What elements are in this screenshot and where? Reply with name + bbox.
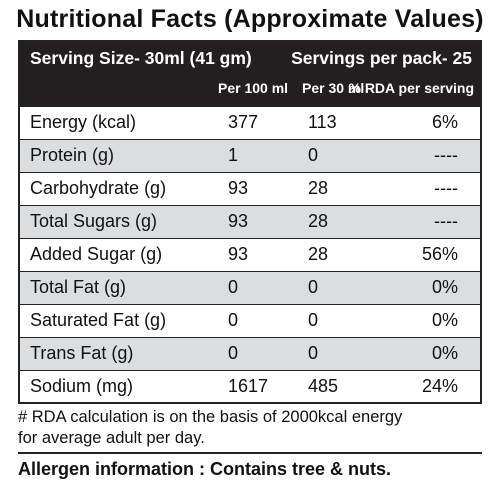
table-row: Carbohydrate (g) 93 28 ---- — [20, 172, 480, 205]
table-row: Sodium (mg) 1617 485 24% — [20, 370, 480, 403]
value-rda: ---- — [434, 145, 458, 165]
footnote-line-2: for average adult per day. — [18, 429, 205, 447]
value-per-30ml: 0 — [308, 343, 319, 363]
value-rda: 6% — [431, 112, 458, 132]
value-rda: ---- — [434, 211, 458, 231]
nutrient-name: Total Sugars (g) — [30, 211, 158, 231]
nutrient-name: Trans Fat (g) — [30, 343, 134, 363]
divider — [18, 452, 482, 454]
value-per-30ml: 0 — [308, 277, 319, 297]
servings-per-pack: Servings per pack- 25 — [291, 48, 472, 68]
value-per-30ml: 0 — [308, 145, 319, 165]
allergen-information: Allergen information : Contains tree & n… — [18, 459, 392, 479]
value-per-100ml: 377 — [228, 112, 259, 132]
value-per-100ml: 93 — [228, 178, 249, 198]
footnote-line-1: # RDA calculation is on the basis of 200… — [18, 408, 403, 426]
value-per-30ml: 28 — [308, 178, 329, 198]
nutrient-name: Added Sugar (g) — [30, 244, 163, 264]
table-row: Total Sugars (g) 93 28 ---- — [20, 205, 480, 238]
nutrient-name: Saturated Fat (g) — [30, 310, 167, 330]
value-per-100ml: 1617 — [228, 376, 269, 396]
value-per-30ml: 28 — [308, 244, 329, 264]
table-row: Saturated Fat (g) 0 0 0% — [20, 304, 480, 337]
value-per-100ml: 93 — [228, 211, 249, 231]
value-per-30ml: 28 — [308, 211, 329, 231]
nutrient-name: Protein (g) — [30, 145, 115, 165]
value-rda: ---- — [434, 178, 458, 198]
column-header-per-30ml: Per 30 ml — [302, 80, 365, 96]
value-per-30ml: 0 — [308, 310, 319, 330]
rda-footnote: # RDA calculation is on the basis of 200… — [18, 407, 482, 449]
nutrition-table: Serving Size- 30ml (41 gm) Servings per … — [18, 40, 482, 404]
table-row: Energy (kcal) 377 113 6% — [20, 106, 480, 139]
table-row: Added Sugar (g) 93 28 56% — [20, 238, 480, 271]
value-per-30ml: 485 — [308, 376, 339, 396]
serving-size: Serving Size- 30ml (41 gm) — [30, 48, 252, 68]
value-rda: 56% — [421, 244, 458, 264]
value-rda: 0% — [431, 343, 458, 363]
table-row: Protein (g) 1 0 ---- — [20, 139, 480, 172]
nutrient-name: Energy (kcal) — [30, 112, 137, 132]
value-rda: 0% — [431, 310, 458, 330]
value-per-30ml: 113 — [308, 112, 337, 132]
nutrient-name: Total Fat (g) — [30, 277, 127, 297]
column-header-rda: % RDA per serving — [348, 80, 474, 96]
column-header-per-100ml: Per 100 ml — [218, 80, 289, 96]
value-per-100ml: 1 — [228, 145, 239, 165]
page-title: Nutritional Facts (Approximate Values) — [16, 5, 484, 33]
nutrient-name: Carbohydrate (g) — [30, 178, 167, 198]
table-header: Serving Size- 30ml (41 gm) Servings per … — [20, 42, 480, 106]
nutrient-name: Sodium (mg) — [30, 376, 134, 396]
value-rda: 0% — [431, 277, 458, 297]
value-per-100ml: 93 — [228, 244, 249, 264]
table-row: Trans Fat (g) 0 0 0% — [20, 337, 480, 370]
table-row: Total Fat (g) 0 0 0% — [20, 271, 480, 304]
value-per-100ml: 0 — [228, 277, 239, 297]
value-per-100ml: 0 — [228, 310, 239, 330]
value-per-100ml: 0 — [228, 343, 239, 363]
value-rda: 24% — [421, 376, 458, 396]
